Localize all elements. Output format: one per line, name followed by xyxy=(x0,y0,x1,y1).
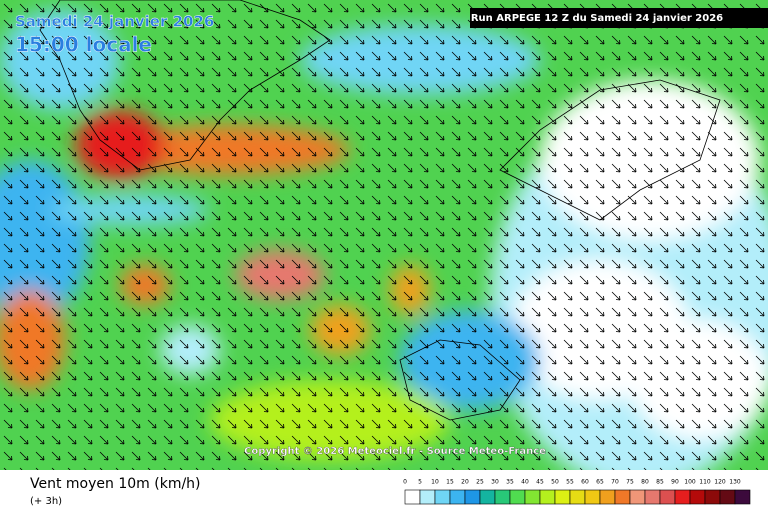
copyright: Copyright © 2026 Meteociel.fr - Source M… xyxy=(244,446,546,457)
legend-label: 45 xyxy=(536,479,544,486)
legend-swatch xyxy=(659,489,676,505)
time: 15:00 locale xyxy=(15,33,152,57)
legend-label: 0 xyxy=(403,479,407,486)
legend-label: 65 xyxy=(596,479,604,486)
legend-label: 120 xyxy=(714,479,726,486)
run-box xyxy=(470,8,768,28)
legend-label: 10 xyxy=(431,479,439,486)
legend-label: 30 xyxy=(491,479,499,486)
legend-label: 100 xyxy=(684,479,696,486)
legend-swatch xyxy=(734,489,751,505)
legend-swatch xyxy=(449,489,466,505)
footer-title: Vent moyen 10m (km/h) xyxy=(30,476,201,492)
legend-label: 20 xyxy=(461,479,469,486)
legend-label: 55 xyxy=(566,479,574,486)
legend-swatch xyxy=(419,489,436,505)
legend-swatch xyxy=(539,489,556,505)
legend-swatch xyxy=(524,489,541,505)
legend-swatch xyxy=(674,489,691,505)
legend-label: 5 xyxy=(418,479,422,486)
legend-label: 50 xyxy=(551,479,559,486)
legend-label: 40 xyxy=(521,479,529,486)
legend-swatch xyxy=(494,489,511,505)
legend-swatch xyxy=(404,489,421,505)
legend-label: 80 xyxy=(641,479,649,486)
legend-swatch xyxy=(464,489,481,505)
legend-swatch xyxy=(479,489,496,505)
legend-label: 90 xyxy=(671,479,679,486)
legend-swatch xyxy=(629,489,646,505)
legend-swatch xyxy=(584,489,601,505)
legend-label: 60 xyxy=(581,479,589,486)
legend-swatch xyxy=(644,489,661,505)
date: Samedi 24 janvier 2026 xyxy=(15,13,214,31)
legend-label: 110 xyxy=(699,479,711,486)
legend-label: 15 xyxy=(446,479,454,486)
legend-label: 130 xyxy=(729,479,741,486)
legend-swatch xyxy=(704,489,721,505)
legend-swatch xyxy=(599,489,616,505)
legend-swatch xyxy=(509,489,526,505)
wind-map xyxy=(0,0,768,490)
legend-swatch xyxy=(719,489,736,505)
legend-swatch xyxy=(434,489,451,505)
legend-swatch xyxy=(689,489,706,505)
legend: 0 5 10 15 20 25 30 35 40 45 50 55 60 65 70 75 80 85 90 100 1… xyxy=(403,479,751,505)
footer-step: (+ 3h) xyxy=(30,496,62,507)
legend-label: 25 xyxy=(476,479,484,486)
legend-label: 85 xyxy=(656,479,664,486)
legend-label: 35 xyxy=(506,479,514,486)
legend-swatch xyxy=(614,489,631,505)
legend-label: 70 xyxy=(611,479,619,486)
legend-swatch xyxy=(569,489,586,505)
legend-swatch xyxy=(554,489,571,505)
run-title: Run ARPEGE 12 Z du Samedi 24 janvier 202… xyxy=(471,13,723,24)
legend-label: 75 xyxy=(626,479,634,486)
